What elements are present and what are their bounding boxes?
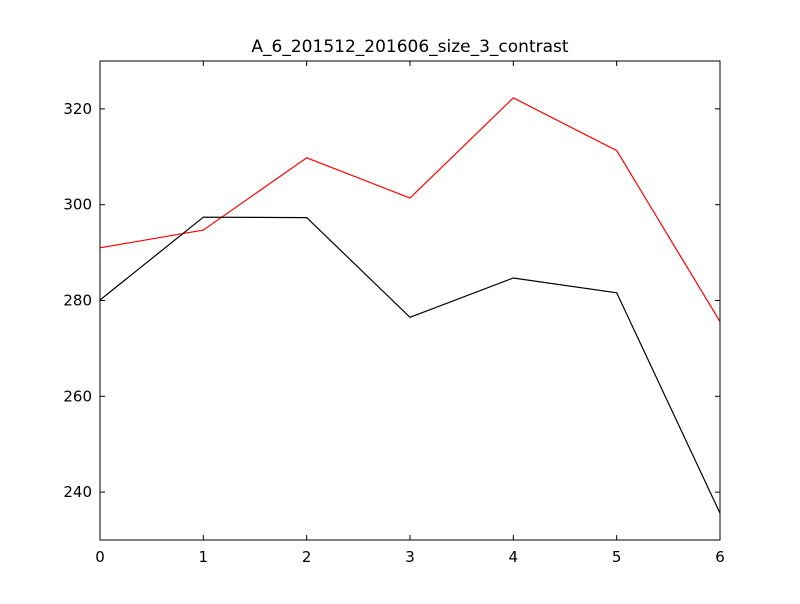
plot-area-frame (99, 60, 721, 541)
x-tick-label: 4 (509, 548, 519, 566)
series-layer (99, 97, 721, 514)
y-tick-label: 260 (63, 387, 92, 405)
y-tick-label: 240 (63, 483, 92, 501)
x-tick-label: 6 (715, 548, 725, 566)
x-tick-label: 2 (302, 548, 312, 566)
series-line-1 (99, 97, 721, 322)
y-tick-label: 280 (63, 292, 92, 310)
y-tick-label: 320 (63, 100, 92, 118)
x-tick-label: 5 (612, 548, 622, 566)
x-tick-label: 0 (95, 548, 105, 566)
y-tick-label: 300 (63, 196, 92, 214)
x-tick-label: 1 (199, 548, 209, 566)
chart-title: A_6_201512_201606_size_3_contrast (251, 37, 568, 57)
ticks-layer: 0 1 2 3 4 5 6 240 260 280 300 320 (63, 61, 725, 566)
x-tick-label: 3 (405, 548, 415, 566)
series-line-2 (99, 216, 721, 514)
